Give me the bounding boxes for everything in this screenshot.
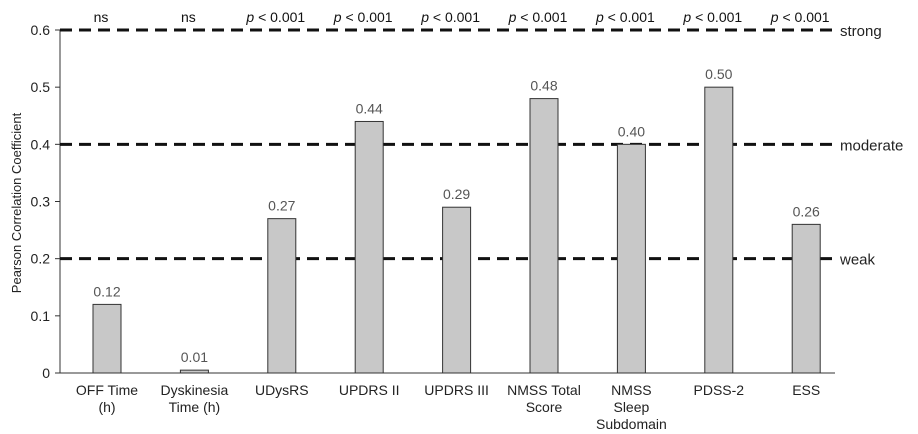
p-value-text: < 0.001 [342,9,393,25]
bar-value-label: 0.27 [268,198,295,214]
y-axis-title: Pearson Correlation Coefficient [9,112,24,293]
threshold-lines: weak moderate strong [60,23,903,269]
x-category-label-line: UPDRS II [339,382,400,398]
x-category-label: OFF Time (h) [76,382,138,415]
x-category-label-line: ESS [792,382,820,398]
significance-label: p < 0.001 [595,9,655,25]
x-category-label: PDSS-2 [694,382,745,398]
x-category-label-line: NMSS [611,382,651,398]
bar [529,98,559,374]
bar-value-label: 0.44 [356,100,383,116]
x-category-label-line: PDSS-2 [694,382,745,398]
p-value-text: < 0.001 [516,9,567,25]
bar [791,223,821,374]
x-category-label-line: OFF Time [76,382,138,398]
bar [179,369,209,374]
x-category-label-line: UDysRS [255,382,309,398]
x-axis-labels: OFF Time (h) Dyskinesia Time (h) UDysRS UPDRS… [76,382,820,432]
x-category-label-line: Subdomain [596,416,667,432]
significance-labels: ns ns p < 0.001 p < 0.001 p < 0.001 p < 0.001… [94,9,830,25]
p-symbol: p [333,9,342,25]
y-tick-label: 0.2 [31,251,51,267]
p-symbol: p [682,9,691,25]
y-tick-label: 0.1 [31,308,51,324]
significance-label: p < 0.001 [333,9,393,25]
x-category-label-line: Dyskinesia [161,382,229,398]
p-symbol: p [245,9,254,25]
bar-value-label: 0.12 [93,283,120,299]
x-category-label-line: NMSS Total [507,382,581,398]
bar [704,86,734,374]
bars: 0.12 0.01 0.27 0.44 0.29 0.48 0.40 0.50 0.26 [92,66,821,374]
y-tick-label: 0.4 [31,136,51,152]
x-category-label: NMSS Total Score [507,382,581,415]
p-value-text: < 0.001 [691,9,742,25]
x-category-label-line: UPDRS III [424,382,489,398]
bar [616,143,646,374]
threshold-label-weak: weak [839,252,876,269]
p-symbol: p [595,9,604,25]
p-value-text: < 0.001 [604,9,655,25]
threshold-label-moderate: moderate [840,137,903,154]
significance-label: ns [94,9,109,25]
x-category-label-line: Sleep [613,399,649,415]
p-symbol: p [770,9,779,25]
significance-label: p < 0.001 [508,9,568,25]
p-symbol: p [508,9,517,25]
bar [267,218,297,374]
significance-label: p < 0.001 [682,9,742,25]
x-category-label-line: (h) [98,399,115,415]
bar-value-label: 0.40 [618,123,645,139]
bar-value-label: 0.48 [530,78,557,94]
threshold-label-strong: strong [840,23,882,40]
significance-label: p < 0.001 [420,9,480,25]
bar-value-label: 0.26 [793,203,820,219]
bar-value-label: 0.50 [705,66,732,82]
y-tick-label: 0 [42,365,50,381]
x-category-label: UPDRS II [339,382,400,398]
x-category-label-line: Score [526,399,563,415]
bar [442,206,472,374]
x-category-label-line: Time (h) [169,399,221,415]
x-category-label: UDysRS [255,382,309,398]
significance-label: ns [181,9,196,25]
y-tick-label: 0.3 [31,194,51,210]
x-category-label: Dyskinesia Time (h) [161,382,229,415]
y-tick-label: 0.6 [31,22,51,38]
p-value-text: < 0.001 [254,9,305,25]
x-category-label: ESS [792,382,820,398]
significance-label: p < 0.001 [245,9,305,25]
significance-label: p < 0.001 [770,9,830,25]
y-tick-label: 0.5 [31,79,51,95]
x-category-label: NMSS Sleep Subdomain [596,382,667,432]
bar-value-label: 0.01 [181,349,208,365]
x-category-label: UPDRS III [424,382,489,398]
p-symbol: p [420,9,429,25]
p-value-text: < 0.001 [429,9,480,25]
bar [92,303,122,374]
bar [354,120,384,374]
p-value-text: < 0.001 [779,9,830,25]
bar-value-label: 0.29 [443,186,470,202]
